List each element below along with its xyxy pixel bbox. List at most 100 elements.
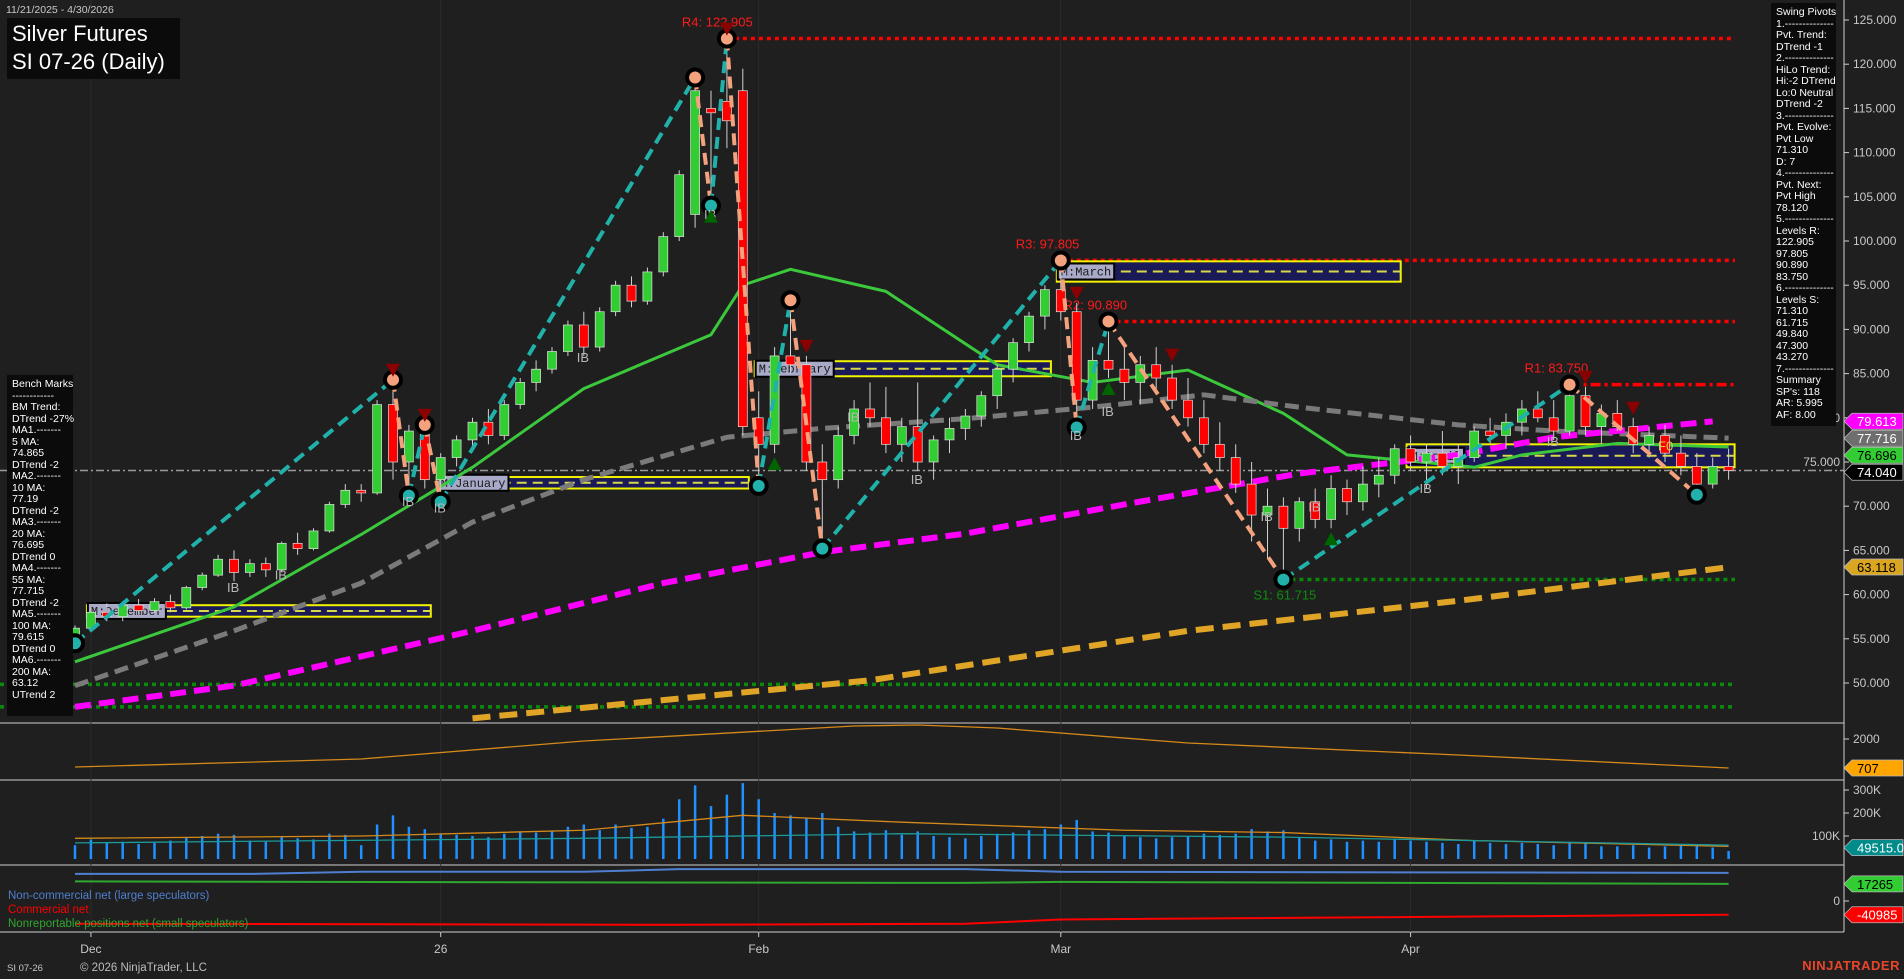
candle-up <box>1294 501 1305 529</box>
price-tick-label: 70.000 <box>1853 499 1890 513</box>
price-tick-label: 100.000 <box>1853 234 1897 248</box>
swing-pivot-line: 49.840 <box>1776 328 1809 340</box>
candle-up <box>340 489 351 505</box>
price-marker <box>1843 412 1904 430</box>
bench-mark-line: DTrend -2 <box>12 596 59 609</box>
swing-pivot-line: Pvt. Trend: <box>1776 29 1827 41</box>
candle-down <box>1278 505 1289 529</box>
swing-low-marker <box>748 475 769 496</box>
candle-down <box>356 489 367 494</box>
bench-mark-line: BM Trend: <box>12 401 61 413</box>
swing-pivot-line: 1.-------------- <box>1776 17 1834 30</box>
oscillator-tick-label: 2000 <box>1853 732 1880 746</box>
bench-mark-line: MA1.------- <box>12 424 61 436</box>
swing-pivot-line: D: 7 <box>1776 155 1796 168</box>
lower-panels: Non-commercial net (large speculators) Co… <box>8 724 1730 930</box>
pivot-up-leg <box>406 424 427 497</box>
bar-annotation: IB <box>275 568 287 583</box>
sell-signal-triangle <box>799 339 814 353</box>
candle-up <box>276 542 287 571</box>
candle-up <box>960 415 971 429</box>
bar-annotation: IB <box>1308 500 1320 515</box>
bench-marks-panel: Bench Marks ------------ BM Trend: DTrend -… <box>7 375 74 716</box>
price-marker <box>1843 429 1904 447</box>
swing-pivot-line: 6.-------------- <box>1776 282 1834 294</box>
candle-down <box>706 108 716 114</box>
swing-pivot-line: Levels S: <box>1776 293 1820 306</box>
candle-down <box>133 604 144 611</box>
swing-pivot-line: DTrend -1 <box>1776 40 1823 53</box>
swing-pivot-line: 71.310 <box>1776 144 1809 156</box>
bench-mark-line: 100 MA: <box>12 619 52 632</box>
bench-mark-line: MA3.------- <box>12 516 61 528</box>
bench-mark-line: Bench Marks <box>12 378 74 390</box>
candle-up <box>499 404 510 436</box>
price-tick-label: 65.000 <box>1853 543 1890 557</box>
cot-marker <box>1843 875 1904 893</box>
candle-up <box>1421 452 1432 463</box>
candle-down <box>912 426 923 463</box>
swing-pivot-line: DTrend -2 <box>1776 98 1823 110</box>
date-range: 11/21/2025 - 4/30/2026 <box>6 4 114 16</box>
swing-pivot-line: 78.120 <box>1776 201 1809 214</box>
candle-up <box>992 368 1003 397</box>
ma200-line <box>472 564 1729 722</box>
candle-up <box>149 601 160 611</box>
bench-mark-line: UTrend 2 <box>12 688 56 701</box>
candle-up <box>404 430 414 463</box>
candle-up <box>1564 395 1575 432</box>
chart-title-box: Silver Futures SI 07-26 (Daily) <box>7 18 180 79</box>
level-label: R3: 97.805 <box>1016 236 1080 251</box>
swing-pivot-line: Pvt Low <box>1776 132 1814 145</box>
candle-up <box>245 563 255 573</box>
volume-average-line <box>74 814 1729 847</box>
candle-up <box>976 395 987 417</box>
month-box-label: M:March <box>1061 265 1111 279</box>
swing-high-marker <box>1050 250 1071 271</box>
swing-high-marker <box>780 290 801 311</box>
cot-legend-entry: Non-commercial net (large speculators) <box>8 890 209 902</box>
swing-low-marker <box>1273 569 1294 590</box>
swing-pivot-line: 43.270 <box>1776 351 1809 363</box>
bar-annotation: IB <box>434 500 446 515</box>
candle-up <box>1008 342 1018 370</box>
time-axis[interactable]: Dec 26 Feb Mar Apr <box>80 932 1420 956</box>
price-tick-label: 110.000 <box>1853 146 1896 160</box>
time-tick-label: 26 <box>434 942 448 956</box>
candle-down <box>165 601 176 609</box>
sell-signal-triangle <box>1578 370 1593 384</box>
copyright-text: © 2026 NinjaTrader, LLC <box>80 962 207 974</box>
pivot-down-leg <box>788 299 825 549</box>
swing-pivot-line: Pvt. Evolve: <box>1776 121 1832 133</box>
instrument-name: Silver Futures <box>12 21 148 46</box>
swing-low-marker <box>1686 484 1707 505</box>
candle-down <box>817 461 828 481</box>
candle-up <box>563 324 573 352</box>
pivot-down-leg <box>693 77 713 206</box>
bench-mark-line: MA5.------- <box>12 608 61 620</box>
swing-low-marker <box>1066 417 1087 438</box>
ma55-line <box>74 392 1729 689</box>
bench-mark-line: 77.19 <box>12 493 39 505</box>
swing-pivot-line: 3.-------------- <box>1776 109 1834 122</box>
price-marker-label: 76.696 <box>1857 448 1897 463</box>
candle-up <box>1707 466 1718 485</box>
swing-high-marker <box>685 67 706 88</box>
pivot-up-leg <box>709 38 729 206</box>
candle-down <box>1214 443 1225 458</box>
price-axis[interactable]: 125.000 120.000 115.000 110.000 105.000 100.0… <box>1803 0 1904 932</box>
candle-up <box>849 408 859 436</box>
bench-mark-line: ------------ <box>12 389 54 402</box>
cot-legend-entry: Nonreportable positions net (small specu… <box>8 918 249 930</box>
bar-annotation: IB <box>1547 434 1559 449</box>
candle-up <box>197 574 208 588</box>
swing-low-marker <box>812 538 833 559</box>
candle-up <box>1040 289 1050 317</box>
candle-down <box>1437 452 1448 467</box>
candle-up <box>451 439 462 458</box>
candle-up <box>467 421 478 441</box>
sell-signal-triangle <box>1069 286 1084 300</box>
price-marker-label: 77.716 <box>1857 431 1897 446</box>
time-tick-label: Feb <box>748 942 769 956</box>
